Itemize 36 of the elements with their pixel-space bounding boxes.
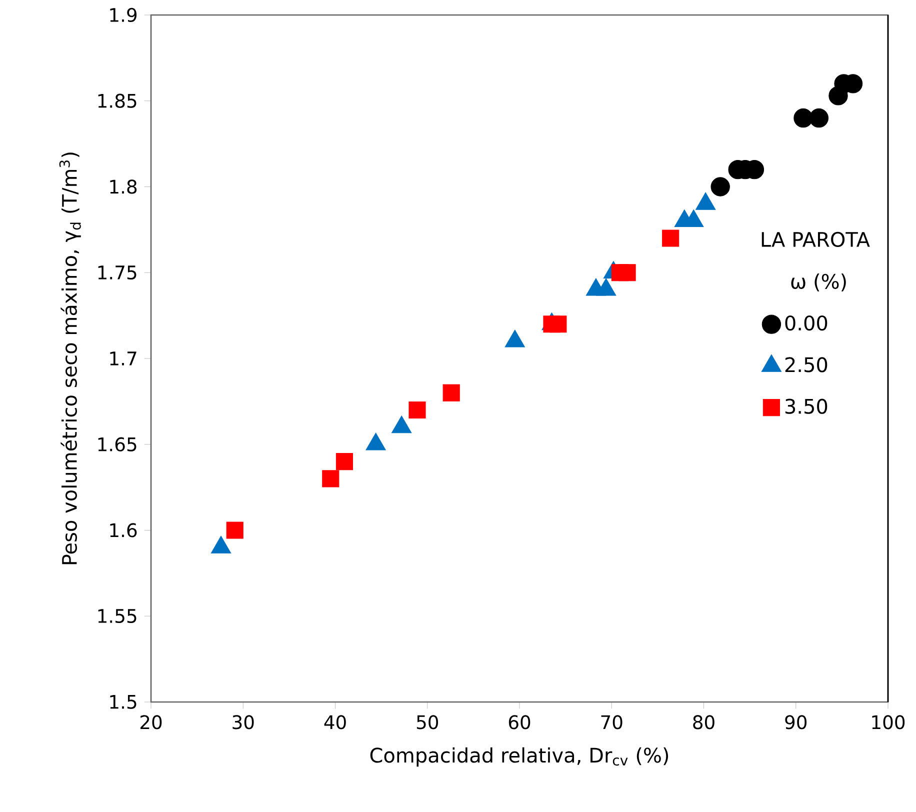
x-axis-title: Compacidad relativa, Dr$_{cv}$ (%) [370, 747, 668, 767]
point [618, 264, 636, 282]
y-tick-label: 1.9 [110, 8, 137, 22]
y-tick-label: 1.85 [98, 94, 136, 108]
y-tick-label: 1.7 [110, 352, 136, 366]
legend-label: 2.50 [785, 357, 828, 372]
x-tick-label: 100 [872, 715, 905, 730]
point [550, 316, 567, 333]
legend-label: 3.50 [785, 398, 828, 414]
x-tick-label: 40 [324, 715, 346, 730]
x-tick-label: 90 [785, 715, 807, 730]
point [794, 108, 813, 128]
y-tick-label: 1.8 [110, 180, 137, 194]
y-axis-title: Peso volumétrico seco máximo, γ$_{d}$ (T/m$^{3}$) [59, 152, 81, 564]
x-tick-label: 70 [601, 715, 622, 730]
point [322, 470, 340, 488]
point [710, 177, 730, 196]
point [226, 522, 244, 539]
point [408, 401, 426, 419]
y-tick-label: 1.65 [98, 437, 136, 452]
point [662, 230, 680, 247]
y-tick-label: 1.5 [110, 695, 136, 709]
y-tick-label: 1.6 [110, 523, 137, 538]
y-tick-label: 1.55 [98, 609, 136, 624]
x-tick-label: 20 [140, 715, 162, 730]
annotation: ω (%) [791, 274, 846, 292]
x-tick-label: 50 [416, 715, 438, 730]
legend-label: 0.00 [785, 315, 828, 331]
y-tick-label: 1.75 [98, 266, 136, 280]
point [809, 108, 829, 128]
x-tick-label: 60 [508, 715, 530, 730]
x-tick-label: 80 [693, 715, 714, 730]
point [336, 452, 354, 470]
legend-title: LA PAROTA [762, 232, 870, 247]
x-tick-label: 30 [232, 715, 254, 730]
point [442, 384, 460, 402]
